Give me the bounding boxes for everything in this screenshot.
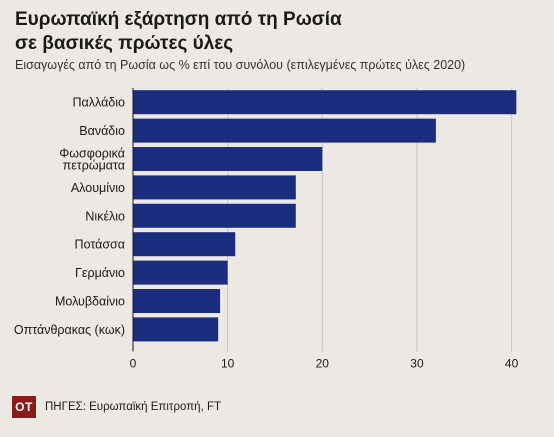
category-label-line: Βανάδιο xyxy=(79,124,125,138)
ot-logo: ΟΤ xyxy=(12,396,36,418)
category-label-line: Οπτάνθρακας (κωκ) xyxy=(14,323,125,337)
category-label-6: Γερμάνιο xyxy=(75,266,125,280)
x-tick-label-0: 0 xyxy=(130,357,137,371)
category-label-line: Γερμάνιο xyxy=(75,266,125,280)
title-line-1: Ευρωπαϊκή εξάρτηση από τη Ρωσία xyxy=(15,9,342,30)
x-tick-label-20: 20 xyxy=(316,357,330,371)
category-label-line: Ποτάσσα xyxy=(75,238,125,252)
category-label-3: Αλουμίνιο xyxy=(71,181,125,195)
bar-7 xyxy=(133,289,221,313)
x-tick-label-10: 10 xyxy=(221,357,235,371)
bar-0 xyxy=(133,90,517,115)
bar-2 xyxy=(133,147,323,171)
category-label-line: Παλλάδιο xyxy=(73,96,126,110)
bar-8 xyxy=(133,317,219,342)
category-label-line: πετρώματα xyxy=(63,159,125,173)
category-label-1: Βανάδιο xyxy=(79,124,125,138)
category-label-line: Νικέλιο xyxy=(85,209,125,223)
source-note: ΠΗΓΕΣ: Ευρωπαϊκή Επιτροπή, FT xyxy=(45,401,221,413)
bar-5 xyxy=(133,232,236,257)
category-label-0: Παλλάδιο xyxy=(73,96,126,110)
category-label-line: Μολυβδαίνιο xyxy=(55,295,125,309)
category-label-line: Αλουμίνιο xyxy=(71,181,125,195)
category-label-4: Νικέλιο xyxy=(85,209,125,223)
bar-3 xyxy=(133,175,296,200)
x-tick-label-40: 40 xyxy=(505,357,519,371)
category-label-2: Φωσφορικά πετρώματα xyxy=(59,147,125,173)
bar-1 xyxy=(133,118,436,143)
chart-title: Ευρωπαϊκή εξάρτηση από τη Ρωσία σε βασικ… xyxy=(15,8,535,56)
category-label-5: Ποτάσσα xyxy=(75,238,125,252)
bar-6 xyxy=(133,260,228,285)
category-label-7: Μολυβδαίνιο xyxy=(55,295,125,309)
bar-4 xyxy=(133,203,296,228)
category-label-8: Οπτάνθρακας (κωκ) xyxy=(14,323,125,337)
x-tick-label-30: 30 xyxy=(410,357,424,371)
title-line-2: σε βασικές πρώτες ύλες xyxy=(15,33,234,54)
chart-subtitle: Εισαγωγές από τη Ρωσία ως % επί του συνό… xyxy=(15,58,466,72)
footer: ΟΤ ΠΗΓΕΣ: Ευρωπαϊκή Επιτροπή, FT xyxy=(12,396,221,418)
category-label-line: Φωσφορικά xyxy=(59,147,125,161)
